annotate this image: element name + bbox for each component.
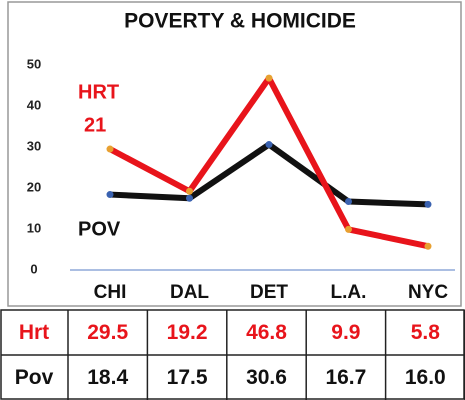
- table-cell: 46.8: [246, 321, 287, 344]
- x-tick-label: DAL: [170, 282, 209, 303]
- chart-frame: [7, 1, 462, 307]
- point: [345, 198, 352, 206]
- x-tick-label: L.A.: [331, 282, 367, 303]
- table-cell: 17.5: [167, 366, 208, 389]
- table-cell: 16.7: [325, 366, 366, 389]
- point: [106, 145, 114, 153]
- table-cell: 29.5: [87, 321, 128, 344]
- y-tick-label: 10: [27, 220, 41, 235]
- table-cell: 19.2: [167, 321, 208, 344]
- legend-label: POV: [78, 218, 121, 240]
- y-tick-label: 20: [27, 179, 41, 194]
- chart-title: POVERTY & HOMICIDE: [124, 10, 356, 33]
- x-tick-label: CHI: [94, 282, 127, 303]
- y-tick-label: 30: [27, 138, 41, 153]
- x-tick-label: DET: [250, 282, 288, 303]
- table-cell: 5.8: [411, 321, 441, 344]
- annotation: 21: [84, 114, 106, 136]
- y-tick-label: 0: [30, 261, 37, 276]
- point: [186, 187, 193, 195]
- table-cell: 16.0: [405, 366, 446, 389]
- point: [424, 242, 432, 250]
- point: [345, 225, 352, 233]
- point: [186, 194, 193, 202]
- row-label: Pov: [15, 366, 54, 389]
- point: [265, 74, 273, 82]
- point: [424, 200, 432, 208]
- table-cell: 30.6: [246, 366, 287, 389]
- legend-label: HRT: [78, 81, 119, 103]
- y-tick-label: 40: [27, 97, 41, 112]
- table-cell: 18.4: [87, 366, 128, 389]
- x-tick-label: NYC: [408, 282, 448, 303]
- point: [265, 141, 273, 149]
- y-tick-label: 50: [27, 56, 41, 71]
- point: [106, 191, 114, 199]
- table-cell: 9.9: [331, 321, 360, 344]
- row-label: Hrt: [19, 321, 49, 344]
